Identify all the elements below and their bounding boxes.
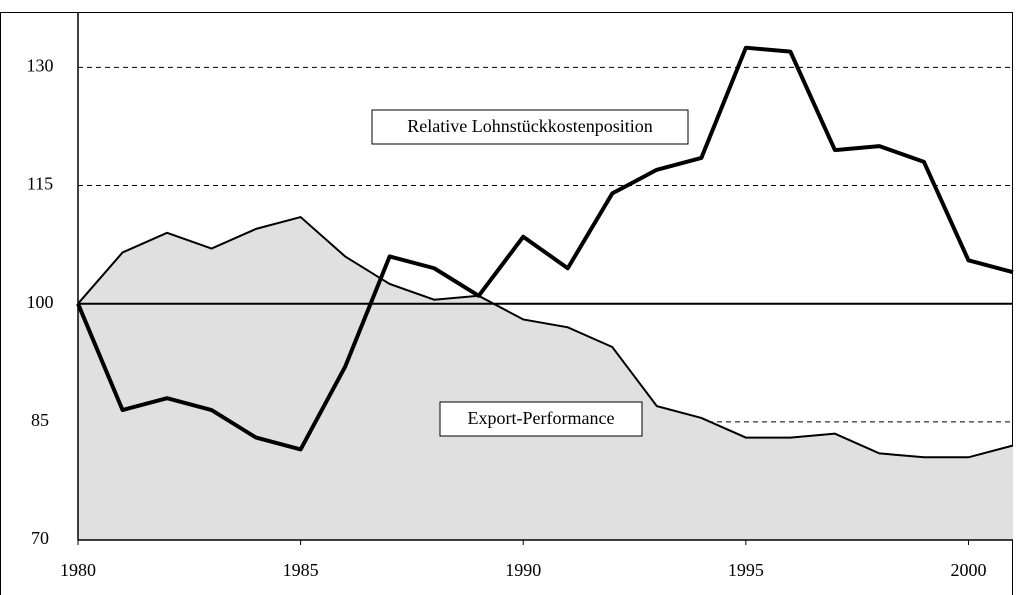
area-line <box>77 215 1014 459</box>
y-tick-label: 85 <box>31 410 49 430</box>
y-tick-label: 130 <box>27 56 54 76</box>
series-label: Export-Performance <box>468 408 615 428</box>
x-tick-label: 1985 <box>283 560 319 580</box>
x-tick-label: 2000 <box>950 560 986 580</box>
x-tick-label: 1990 <box>505 560 541 580</box>
y-tick-label: 70 <box>31 528 49 548</box>
line <box>76 45 1014 452</box>
area <box>78 217 1013 541</box>
label-box <box>439 401 643 437</box>
frame <box>0 12 1013 595</box>
x-tick-label: 1995 <box>728 560 764 580</box>
x-tick-label: 1980 <box>60 560 96 580</box>
series-label: Relative Lohnstückkostenposition <box>407 116 652 136</box>
y-tick-label: 115 <box>27 174 53 194</box>
label-box <box>371 109 689 145</box>
y-tick-label: 100 <box>27 292 54 312</box>
